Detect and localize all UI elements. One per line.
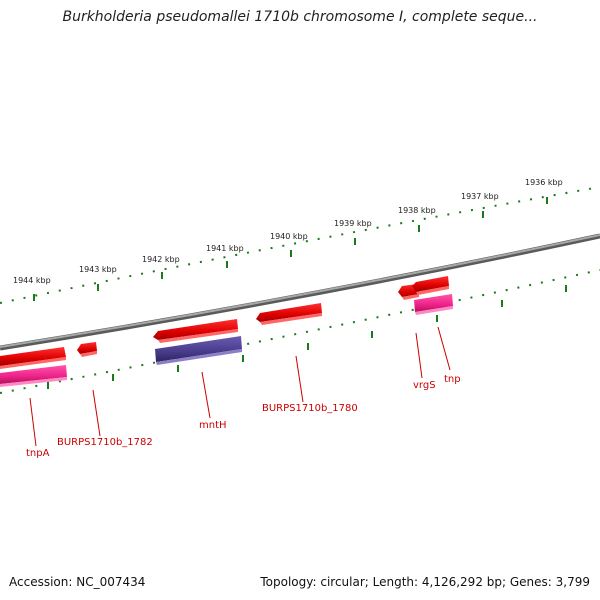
gene-label-tnp[interactable]: tnp [444, 374, 461, 385]
kbp-label-1939: 1939 kbp [334, 219, 372, 228]
gene-label-mntH[interactable]: mntH [199, 420, 227, 431]
gene-label-BURPS1710b_1782[interactable]: BURPS1710b_1782 [57, 437, 153, 448]
kbp-label-1943: 1943 kbp [79, 265, 117, 274]
accession-text: Accession: NC_007434 [9, 575, 146, 589]
kbp-label-1941: 1941 kbp [206, 244, 244, 253]
leader-BURPS1710b_1782 [92, 389, 101, 437]
kbp-label-1940: 1940 kbp [270, 232, 308, 241]
chromosome-backbone [0, 233, 600, 351]
kbp-label-1937: 1937 kbp [461, 192, 499, 201]
leader-tnp [437, 326, 451, 371]
kbp-label-1944: 1944 kbp [13, 276, 51, 285]
gene-label-vrgS[interactable]: vrgS [413, 380, 436, 391]
leader-BURPS1710b_1780 [295, 355, 304, 403]
kbp-label-1938: 1938 kbp [398, 206, 436, 215]
gene-tnpA-forward[interactable] [0, 347, 66, 369]
gene-mntH-forward[interactable] [153, 319, 238, 343]
leader-mntH [201, 371, 211, 419]
inner-tick-track [0, 269, 600, 394]
leader-vrgS [415, 332, 423, 379]
kbp-label-1936: 1936 kbp [525, 178, 563, 187]
outer-tick-track [0, 186, 600, 304]
outer-major-ticks [33, 197, 548, 301]
gene-BURPS1710b_1780[interactable] [256, 303, 322, 325]
map-title: Burkholderia pseudomallei 1710b chromoso… [62, 9, 538, 25]
gene-mntH-reverse[interactable] [155, 336, 242, 365]
gene-label-tnpA[interactable]: tnpA [26, 448, 50, 459]
inner-major-ticks [47, 285, 567, 389]
gene-BURPS1710b_1782[interactable] [77, 342, 97, 357]
gene-tnp-forward[interactable] [412, 276, 449, 295]
leader-tnpA [29, 397, 37, 447]
gene-tnpA-reverse[interactable] [0, 365, 67, 387]
genome-summary-text: Topology: circular; Length: 4,126,292 bp… [260, 575, 590, 589]
gene-tnp-reverse[interactable] [414, 294, 453, 315]
kbp-label-1942: 1942 kbp [142, 255, 180, 264]
gene-label-BURPS1710b_1780[interactable]: BURPS1710b_1780 [262, 403, 358, 414]
